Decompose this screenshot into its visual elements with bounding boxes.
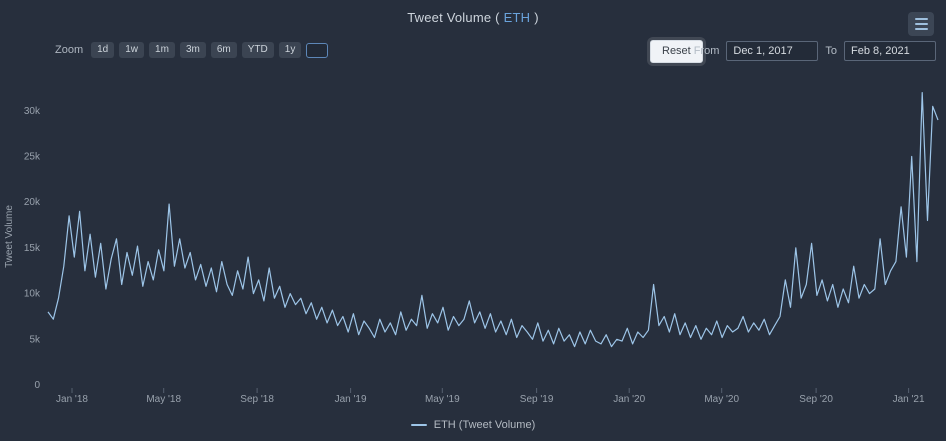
zoom-button-1y[interactable]: 1y bbox=[278, 42, 302, 58]
y-tick-label: 10k bbox=[24, 289, 41, 300]
zoom-button-6m[interactable]: 6m bbox=[210, 42, 237, 58]
chart-title-prefix: Tweet Volume ( bbox=[407, 10, 500, 25]
x-tick-label: May '19 bbox=[425, 394, 460, 405]
zoom-label: Zoom bbox=[55, 44, 84, 56]
x-tick-label: May '18 bbox=[146, 394, 181, 405]
hamburger-icon bbox=[914, 18, 928, 20]
zoom-button-group: Zoom 1d 1w 1m 3m 6m YTD 1y bbox=[55, 42, 329, 58]
chart-context-menu-button[interactable] bbox=[908, 12, 934, 36]
x-tick-label: Jan '21 bbox=[893, 394, 925, 405]
y-tick-label: 15k bbox=[24, 243, 41, 254]
chart-title-suffix: ) bbox=[534, 10, 539, 25]
from-date-input[interactable] bbox=[726, 41, 819, 61]
legend-line-swatch bbox=[410, 424, 427, 426]
reset-button[interactable]: Reset bbox=[650, 40, 703, 63]
from-label: From bbox=[693, 45, 720, 57]
chart-title: Tweet Volume (ETH) bbox=[0, 10, 946, 25]
to-date-input[interactable] bbox=[844, 41, 936, 61]
chart-title-symbol: ETH bbox=[503, 10, 531, 25]
legend[interactable]: ETH (Tweet Volume) bbox=[0, 419, 946, 431]
zoom-button-all-selected[interactable] bbox=[306, 42, 329, 58]
x-tick-label: May '20 bbox=[704, 394, 739, 405]
y-tick-label: 20k bbox=[24, 197, 41, 208]
date-range-inputs: From To bbox=[694, 41, 936, 61]
hamburger-icon bbox=[914, 28, 928, 30]
y-tick-label: 5k bbox=[29, 334, 41, 345]
zoom-button-1w[interactable]: 1w bbox=[119, 42, 145, 58]
y-tick-label: 30k bbox=[24, 106, 41, 117]
eth-tweet-volume-series-line bbox=[47, 92, 939, 348]
zoom-button-1d[interactable]: 1d bbox=[91, 42, 115, 58]
to-label: To bbox=[825, 45, 837, 57]
x-tick-label: Jan '20 bbox=[613, 394, 645, 405]
hamburger-icon bbox=[914, 23, 928, 25]
legend-label: ETH (Tweet Volume) bbox=[433, 419, 536, 431]
zoom-button-3m[interactable]: 3m bbox=[179, 42, 206, 58]
zoom-button-1m[interactable]: 1m bbox=[149, 42, 175, 58]
chart-plot-area[interactable]: 0 5k 10k 15k 20k 25k 30k Jan '18 May '18 Sep '18 J… bbox=[0, 78, 946, 415]
zoom-button-ytd[interactable]: YTD bbox=[241, 42, 274, 58]
y-axis-title: Tweet Volume bbox=[4, 205, 15, 268]
tweet-volume-line-chart[interactable]: 0 5k 10k 15k 20k 25k 30k Jan '18 May '18 Sep '18 J… bbox=[0, 78, 946, 415]
x-tick-label: Sep '18 bbox=[240, 394, 274, 405]
y-tick-label: 0 bbox=[34, 380, 40, 391]
y-tick-label: 25k bbox=[24, 152, 41, 163]
x-tick-label: Jan '19 bbox=[335, 394, 367, 405]
x-tick-label: Sep '19 bbox=[520, 394, 554, 405]
range-selector-toolbar: Zoom 1d 1w 1m 3m 6m YTD 1y Reset From To bbox=[0, 40, 946, 66]
x-tick-label: Sep '20 bbox=[799, 394, 833, 405]
x-tick-label: Jan '18 bbox=[56, 394, 88, 405]
